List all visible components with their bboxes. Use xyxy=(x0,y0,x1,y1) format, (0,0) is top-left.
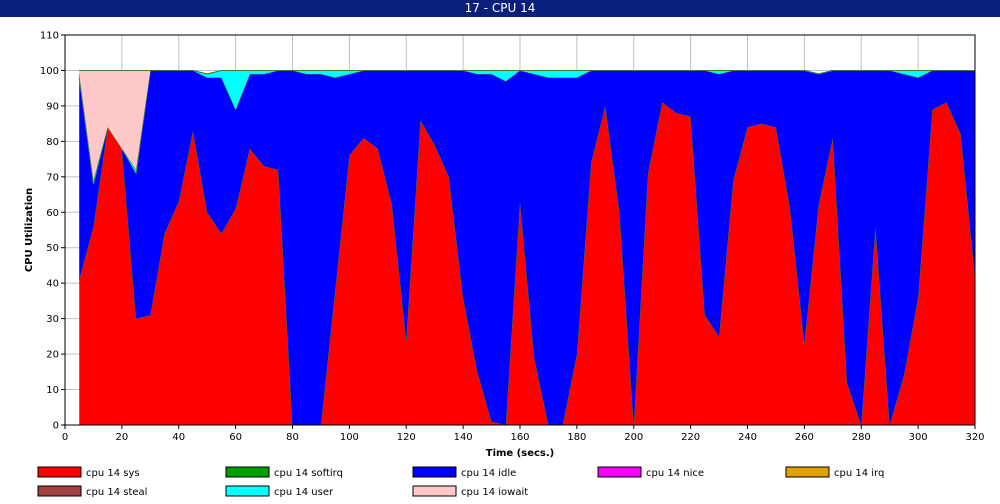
y-tick-label: 50 xyxy=(46,243,59,254)
series-edge-cpu-14-iowait xyxy=(79,69,975,75)
y-tick-label: 10 xyxy=(46,385,59,396)
legend-item: cpu 14 steal xyxy=(37,485,147,498)
y-tick-label: 110 xyxy=(40,31,59,42)
legend-label: cpu 14 user xyxy=(274,487,334,498)
y-tick-label: 0 xyxy=(53,421,59,432)
x-tick-label: 20 xyxy=(116,432,129,443)
legend-item: cpu 14 irq xyxy=(785,466,884,479)
x-tick-label: 240 xyxy=(738,432,757,443)
legend-swatch xyxy=(412,466,457,478)
legend-label: cpu 14 softirq xyxy=(274,468,343,479)
axes: 0 20 40 60 80 100 120 140 160 180 200 220 240 260 280 3… xyxy=(40,31,985,444)
y-tick-label: 60 xyxy=(46,208,59,219)
y-tick-label: 40 xyxy=(46,279,59,290)
x-tick-label: 80 xyxy=(286,432,299,443)
x-tick-label: 180 xyxy=(567,432,586,443)
legend-label: cpu 14 irq xyxy=(834,468,884,479)
legend-swatch xyxy=(597,466,642,478)
legend-item: cpu 14 sys xyxy=(37,466,140,479)
legend-label: cpu 14 idle xyxy=(461,468,516,479)
x-tick-label: 280 xyxy=(852,432,871,443)
x-axis-title: Time (secs.) xyxy=(486,448,555,459)
legend-label: cpu 14 iowait xyxy=(461,487,528,498)
legend-item: cpu 14 iowait xyxy=(412,485,528,498)
y-tick-label: 90 xyxy=(46,101,59,112)
legend-label: cpu 14 steal xyxy=(86,487,147,498)
area-series xyxy=(78,69,976,426)
legend-item: cpu 14 user xyxy=(225,485,334,498)
legend-label: cpu 14 sys xyxy=(86,468,140,479)
x-tick-label: 320 xyxy=(965,432,984,443)
legend-item: cpu 14 idle xyxy=(412,466,516,479)
x-tick-label: 300 xyxy=(909,432,928,443)
legend: cpu 14 sys cpu 14 softirq cpu 14 idle cpu 1… xyxy=(37,466,884,498)
legend-swatch xyxy=(785,466,830,478)
y-tick-label: 30 xyxy=(46,314,59,325)
legend-swatch xyxy=(37,466,82,478)
x-tick-label: 120 xyxy=(397,432,416,443)
series-area-cpu-14-idle xyxy=(79,70,976,425)
legend-swatch xyxy=(412,485,457,497)
legend-swatch xyxy=(225,485,270,497)
y-axis-title: CPU Utilization xyxy=(24,188,35,272)
legend-swatch xyxy=(37,485,82,497)
legend-item: cpu 14 softirq xyxy=(225,466,343,479)
x-tick-label: 200 xyxy=(624,432,643,443)
series-area-cpu-14-sys xyxy=(79,102,976,426)
legend-item: cpu 14 nice xyxy=(597,466,704,479)
x-tick-label: 260 xyxy=(795,432,814,443)
y-tick-label: 80 xyxy=(46,137,59,148)
x-tick-label: 40 xyxy=(172,432,185,443)
x-tick-label: 60 xyxy=(229,432,242,443)
x-tick-label: 100 xyxy=(340,432,359,443)
legend-label: cpu 14 nice xyxy=(646,468,704,479)
y-tick-label: 20 xyxy=(46,350,59,361)
x-tick-label: 160 xyxy=(510,432,529,443)
window-title: 17 - CPU 14 xyxy=(0,0,1000,17)
x-tick-label: 0 xyxy=(62,432,68,443)
legend-swatch xyxy=(225,466,270,478)
x-tick-label: 220 xyxy=(681,432,700,443)
x-tick-label: 140 xyxy=(454,432,473,443)
y-tick-label: 100 xyxy=(40,66,59,77)
y-tick-label: 70 xyxy=(46,172,59,183)
